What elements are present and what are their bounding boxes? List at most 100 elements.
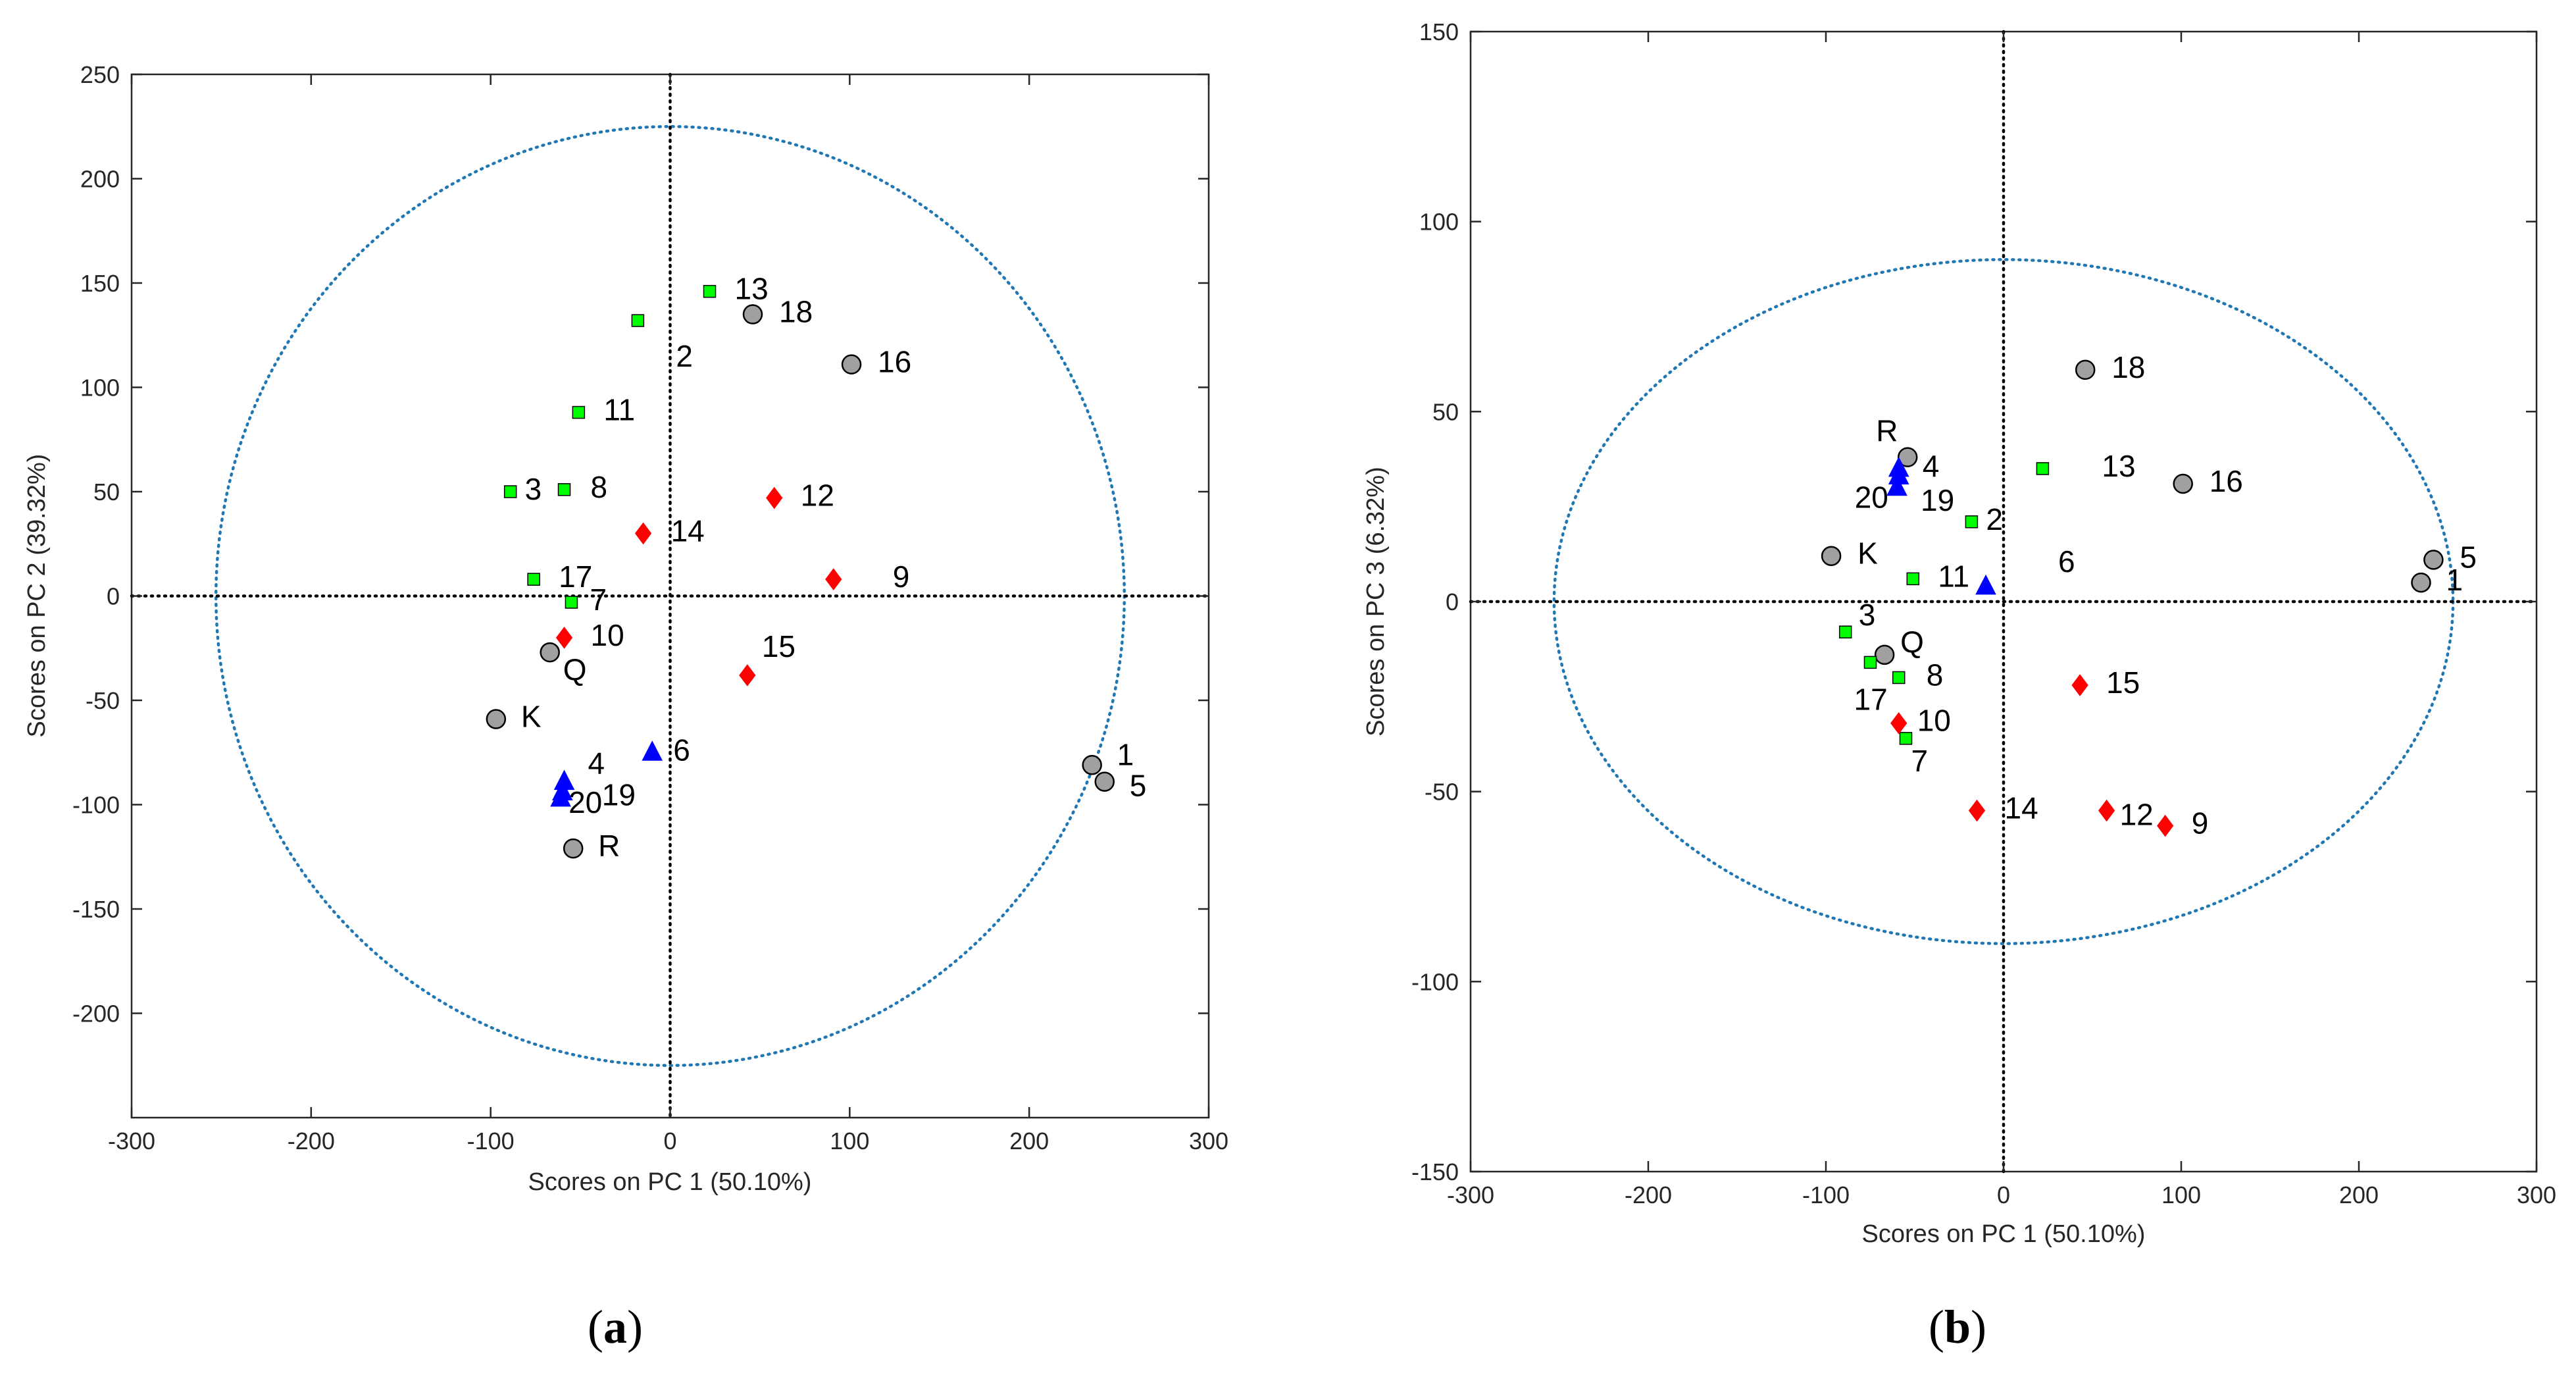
point-label-b-R: R xyxy=(1876,414,1898,448)
point-b-16 xyxy=(2173,473,2193,494)
ticks-a: -300 -200 -100 0 100 200 300 -200 -150 -100 -50 0 50… xyxy=(72,61,1228,1154)
point-b-R xyxy=(1897,447,1918,467)
point-b-3 xyxy=(1838,625,1852,638)
point-label-a-3: 3 xyxy=(525,472,542,506)
point-a-18 xyxy=(742,304,763,324)
points-a xyxy=(486,284,1115,859)
y-tick-label-a: 200 xyxy=(80,166,120,193)
panel-caption-b: (b) xyxy=(1929,1301,1986,1353)
point-label-a-15: 15 xyxy=(762,629,796,663)
point-a-7 xyxy=(565,596,578,609)
y-tick-label-b: -100 xyxy=(1411,968,1459,995)
point-b-14 xyxy=(1968,799,1986,822)
point-a-12 xyxy=(766,486,783,509)
point-b-8 xyxy=(1892,671,1906,685)
panel-caption-a: (a) xyxy=(588,1301,643,1353)
point-b-12 xyxy=(2098,799,2115,822)
y-tick-label-a: -100 xyxy=(72,792,120,819)
point-a-14 xyxy=(634,522,652,545)
point-b-9 xyxy=(2157,814,2174,837)
point-a-3 xyxy=(503,485,517,498)
point-label-b-4: 4 xyxy=(1923,449,1940,483)
point-label-b-8: 8 xyxy=(1927,658,1944,692)
point-a-20 xyxy=(550,786,571,807)
point-label-a-10: 10 xyxy=(591,618,624,652)
x-tick-label-b: 0 xyxy=(1997,1181,2010,1208)
point-label-b-16: 16 xyxy=(2210,464,2243,498)
point-a-K xyxy=(486,709,507,729)
point-label-b-Q: Q xyxy=(1900,625,1924,659)
point-label-a-7: 7 xyxy=(590,583,607,617)
point-label-b-14: 14 xyxy=(2005,791,2038,825)
x-axis-label-b: Scores on PC 1 (50.10%) xyxy=(1862,1220,2146,1248)
point-a-9 xyxy=(825,568,842,590)
points-b xyxy=(1821,359,2444,837)
y-tick-label-a: -50 xyxy=(86,687,120,714)
point-b-13 xyxy=(2036,462,2050,475)
point-label-b-3: 3 xyxy=(1859,598,1876,632)
y-tick-label-a: 100 xyxy=(80,375,120,402)
point-a-10 xyxy=(555,627,573,649)
x-tick-label-b: 300 xyxy=(2517,1181,2556,1208)
ticks-b: -300 -200 -100 0 100 200 300 -150 -100 -50 0 50 100 1… xyxy=(1411,18,2556,1208)
y-tick-label-b: 150 xyxy=(1419,18,1459,45)
y-tick-label-a: 150 xyxy=(80,270,120,297)
point-label-a-K: K xyxy=(521,700,542,734)
point-label-a-Q: Q xyxy=(563,652,587,686)
point-a-11 xyxy=(572,405,586,419)
point-b-19 xyxy=(1886,475,1907,496)
x-tick-label-b: 100 xyxy=(2161,1181,2201,1208)
point-a-8 xyxy=(557,483,571,496)
x-tick-label-a: 0 xyxy=(663,1127,676,1154)
point-a-17 xyxy=(527,573,540,586)
point-a-15 xyxy=(739,664,756,686)
point-label-a-16: 16 xyxy=(878,345,911,379)
y-tick-label-a: 50 xyxy=(93,479,120,505)
point-a-13 xyxy=(703,284,717,298)
point-label-b-13: 13 xyxy=(2102,449,2135,483)
point-b-15 xyxy=(2071,674,2088,696)
point-label-b-10: 10 xyxy=(1917,704,1951,738)
y-axis-label-a: Scores on PC 2 (39.32%) xyxy=(23,454,51,738)
point-a-5 xyxy=(1094,771,1115,792)
zero-lines-a xyxy=(130,72,1211,1120)
point-label-a-14: 14 xyxy=(671,513,705,548)
y-tick-label-b: 50 xyxy=(1432,398,1459,425)
point-label-b-7: 7 xyxy=(1911,744,1929,778)
point-b-7 xyxy=(1899,732,1913,745)
x-tick-label-a: -300 xyxy=(108,1127,155,1154)
y-tick-label-b: 0 xyxy=(1446,588,1459,615)
y-axis-label-b: Scores on PC 3 (6.32%) xyxy=(1362,467,1390,737)
point-b-17 xyxy=(1863,656,1877,669)
point-b-1 xyxy=(2411,572,2431,593)
point-b-2 xyxy=(1965,515,1979,529)
point-label-a-8: 8 xyxy=(591,470,608,504)
point-b-10 xyxy=(1890,712,1907,735)
point-a-16 xyxy=(841,354,862,375)
point-label-a-18: 18 xyxy=(779,295,813,329)
point-b-11 xyxy=(1906,572,1920,586)
x-tick-label-a: 200 xyxy=(1009,1127,1049,1154)
point-label-a-R: R xyxy=(598,829,620,863)
point-label-b-17: 17 xyxy=(1854,682,1888,716)
point-label-b-20: 20 xyxy=(1855,480,1888,514)
point-b-20 xyxy=(1888,464,1909,484)
x-tick-label-a: -200 xyxy=(288,1127,335,1154)
point-label-b-1: 1 xyxy=(2446,563,2463,597)
point-b-Q xyxy=(1874,644,1895,665)
panel-b-pc1-pc3: -300 -200 -100 0 100 200 300 -150 -100 -50 0 50 100 1… xyxy=(1362,18,2556,1353)
point-label-a-12: 12 xyxy=(801,479,834,513)
y-tick-label-a: 0 xyxy=(107,583,120,610)
point-label-b-18: 18 xyxy=(2111,350,2145,384)
panel-a-pc1-pc2: -300 -200 -100 0 100 200 300 -200 -150 -100 -50 0 50… xyxy=(23,61,1228,1353)
x-tick-label-a: 300 xyxy=(1189,1127,1228,1154)
point-label-b-9: 9 xyxy=(2192,806,2209,841)
x-tick-label-a: 100 xyxy=(830,1127,869,1154)
point-b-5 xyxy=(2423,550,2444,570)
point-label-a-19: 19 xyxy=(602,777,636,812)
x-tick-label-b: 200 xyxy=(2339,1181,2379,1208)
point-label-a-13: 13 xyxy=(735,272,769,306)
y-tick-label-a: -150 xyxy=(72,896,120,923)
